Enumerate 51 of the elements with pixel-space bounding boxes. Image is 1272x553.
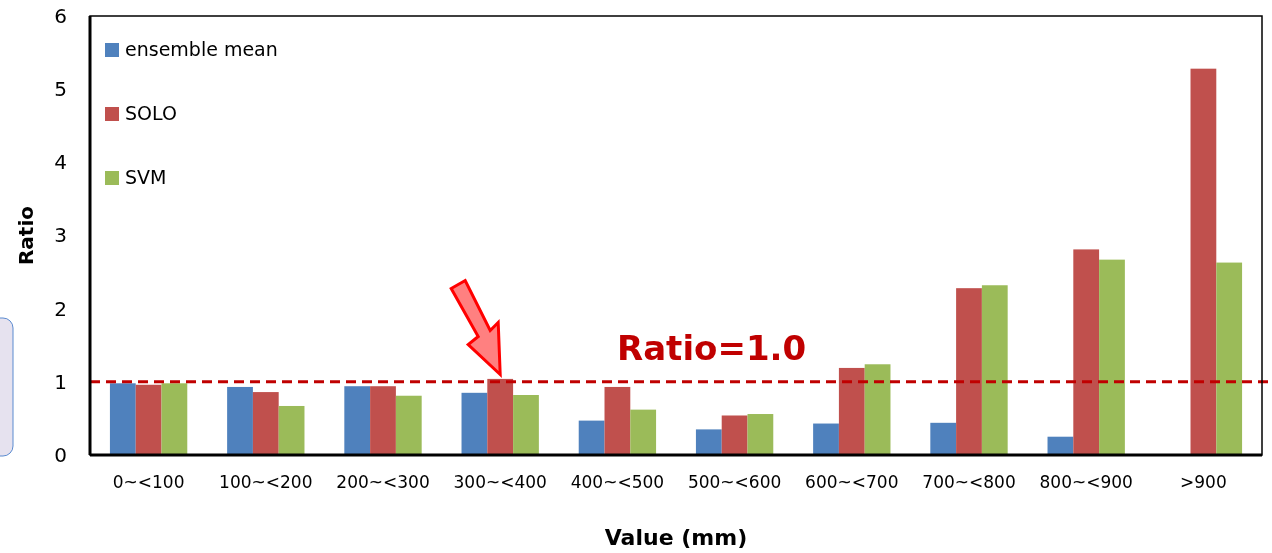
bar bbox=[252, 392, 279, 455]
y-tick-label: 2 bbox=[54, 296, 67, 321]
bar bbox=[370, 386, 396, 455]
bar bbox=[1047, 436, 1074, 455]
bar bbox=[1190, 68, 1217, 455]
legend-label: ensemble mean bbox=[125, 38, 278, 60]
bar bbox=[956, 288, 982, 455]
y-tick-label: 5 bbox=[54, 77, 67, 102]
legend-label: SOLO bbox=[125, 102, 177, 124]
x-tick-label: >900 bbox=[1180, 472, 1227, 493]
ref-line-label: Ratio=1.0 bbox=[617, 327, 807, 368]
bar bbox=[864, 364, 891, 455]
bar bbox=[1099, 259, 1125, 455]
bar bbox=[278, 405, 305, 455]
bar bbox=[930, 422, 957, 455]
bar bbox=[161, 383, 188, 455]
y-tick-label: 0 bbox=[54, 442, 67, 467]
x-tick-label: 0~<100 bbox=[112, 472, 185, 493]
x-tick-label: 300~<400 bbox=[453, 472, 547, 493]
y-tick-label: 4 bbox=[54, 150, 67, 175]
bar bbox=[513, 395, 539, 455]
x-axis-title: Value (mm) bbox=[604, 525, 748, 550]
x-tick-label: 700~<800 bbox=[922, 472, 1016, 493]
bar bbox=[109, 383, 136, 455]
x-tick-label: 500~<600 bbox=[687, 472, 782, 493]
bar bbox=[344, 386, 371, 455]
bar bbox=[1073, 249, 1100, 455]
x-tick-label: 200~<300 bbox=[336, 472, 430, 493]
bar bbox=[461, 392, 488, 455]
bar bbox=[578, 420, 605, 455]
legend-label: SVM bbox=[125, 166, 167, 188]
y-tick-label: 6 bbox=[54, 3, 67, 28]
x-tick-label: 800~<900 bbox=[1039, 472, 1133, 493]
bar bbox=[395, 395, 422, 455]
y-tick-label: 1 bbox=[54, 369, 67, 394]
bar bbox=[838, 367, 865, 455]
x-tick-label: 100~<200 bbox=[219, 472, 313, 493]
bar bbox=[227, 386, 253, 455]
bar bbox=[1216, 262, 1243, 455]
bar bbox=[604, 386, 631, 455]
bar bbox=[721, 415, 748, 455]
x-tick-label: 600~<700 bbox=[805, 472, 899, 493]
y-tick-label: 3 bbox=[54, 223, 67, 248]
bar bbox=[813, 423, 839, 455]
bar bbox=[981, 285, 1008, 455]
bar bbox=[747, 414, 774, 455]
bar bbox=[135, 384, 162, 455]
y-axis-title: Ratio bbox=[14, 205, 38, 266]
bar bbox=[630, 409, 657, 455]
x-tick-label: 400~<500 bbox=[570, 472, 665, 493]
bar bbox=[695, 429, 722, 455]
